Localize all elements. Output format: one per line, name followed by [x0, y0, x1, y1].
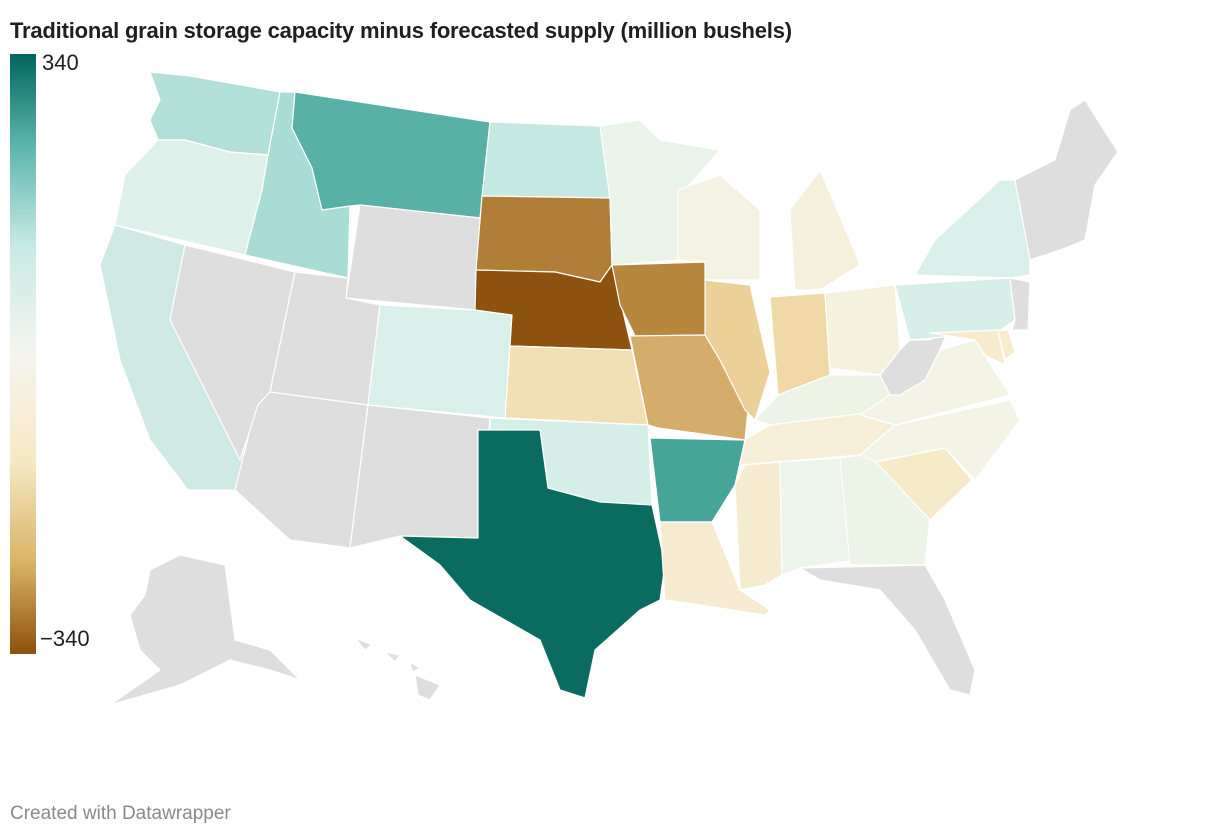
state-SD[interactable]: [475, 195, 613, 283]
state-MT[interactable]: [291, 91, 491, 219]
state-AR[interactable]: [649, 437, 746, 523]
state-DE[interactable]: [997, 329, 1016, 361]
state-WI[interactable]: [677, 174, 761, 281]
legend-min-label: −340: [40, 626, 90, 651]
state-NC[interactable]: [859, 399, 1021, 481]
state-KS[interactable]: [504, 345, 649, 426]
state-IA[interactable]: [611, 261, 716, 337]
state-ND[interactable]: [481, 121, 611, 199]
legend-max-label: 340: [42, 50, 79, 75]
state-IL[interactable]: [704, 279, 771, 421]
state-new-england[interactable]: [1014, 99, 1119, 261]
state-OH[interactable]: [824, 284, 901, 376]
state-WV[interactable]: [879, 329, 949, 396]
color-legend-bar: [10, 54, 36, 654]
state-MD[interactable]: [929, 329, 1006, 366]
state-FL[interactable]: [799, 564, 976, 696]
state-MI[interactable]: [789, 169, 861, 291]
state-PA[interactable]: [894, 277, 1016, 341]
state-CO[interactable]: [367, 304, 513, 419]
state-MS[interactable]: [734, 461, 783, 591]
state-WY[interactable]: [345, 204, 481, 311]
state-NM[interactable]: [349, 404, 491, 549]
chart-title: Traditional grain storage capacity minus…: [10, 18, 792, 43]
state-AK[interactable]: [109, 554, 301, 706]
state-AL[interactable]: [779, 457, 856, 576]
state-TX[interactable]: [399, 429, 666, 699]
state-NJ[interactable]: [1009, 277, 1031, 331]
state-AZ[interactable]: [234, 391, 369, 549]
attribution-footer: Created with Datawrapper: [10, 803, 231, 824]
state-NY[interactable]: [914, 179, 1031, 279]
state-LA[interactable]: [659, 521, 771, 616]
state-HI[interactable]: [354, 637, 441, 701]
